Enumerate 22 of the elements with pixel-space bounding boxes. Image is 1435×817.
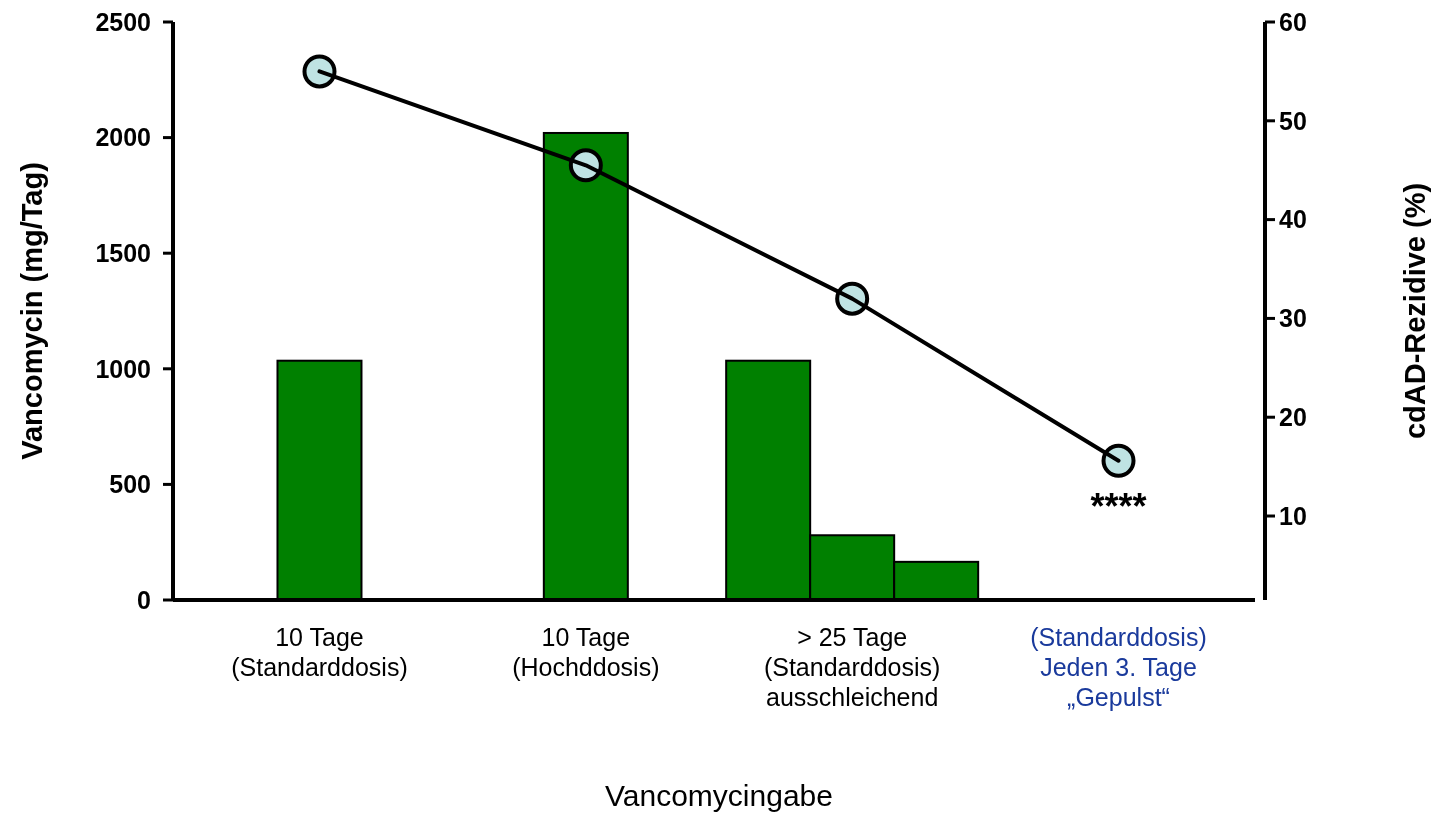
y-tick-label: 0 — [137, 585, 151, 614]
point — [302, 54, 337, 89]
x-tick-label: 10 Tage (Hochddosis) — [512, 623, 660, 681]
y2-tick-label: 30 — [1279, 304, 1307, 333]
y-tick-label: 1500 — [95, 238, 151, 267]
y-tick-label: 1000 — [95, 354, 151, 383]
y2-tick-label: 60 — [1279, 7, 1307, 36]
y-axis-title: Vancomycin (mg/Tag) — [16, 162, 48, 460]
y-tick-label: 2000 — [95, 123, 151, 152]
point — [1101, 443, 1136, 478]
y2-axis-title: cdAD-Rezidive (%) — [1399, 182, 1431, 440]
y-tick-label: 500 — [109, 470, 151, 499]
y2-tick-label: 50 — [1279, 106, 1307, 135]
x-axis-title: Vancomycingabe — [605, 779, 833, 812]
annotation: **** — [1090, 485, 1147, 527]
x-tick-label: > 25 Tage (Standarddosis) ausschleichend — [763, 623, 941, 711]
x-tick-label: 10 Tage (Standarddosis) — [231, 623, 408, 681]
y2-tick-label: 10 — [1279, 501, 1307, 530]
x-tick-label: (Standarddosis) Jeden 3. Tage „Gepulst“ — [1030, 623, 1207, 711]
y-tick-label: 2500 — [95, 7, 151, 36]
y2-tick-label: 40 — [1279, 205, 1307, 234]
y2-tick-label: 20 — [1279, 402, 1307, 431]
